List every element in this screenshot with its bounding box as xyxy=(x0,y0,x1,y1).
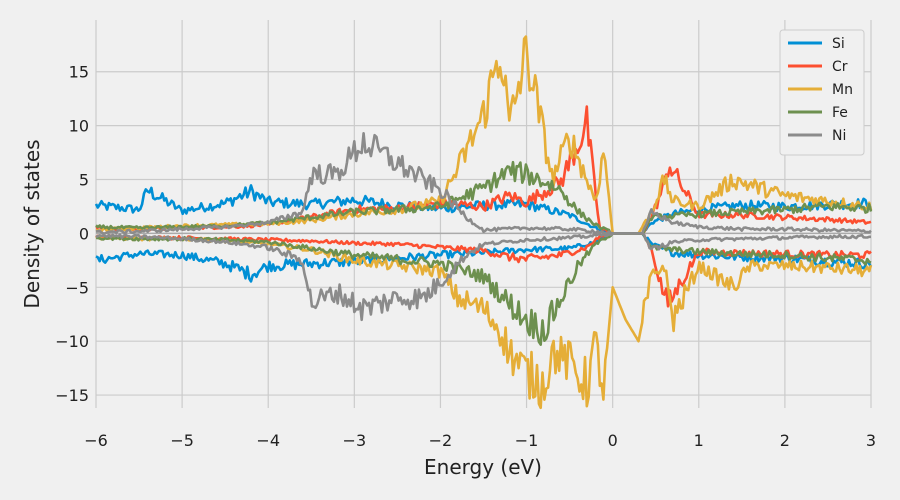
y-tick-label: −5 xyxy=(65,278,89,297)
x-tick-label: −2 xyxy=(429,431,453,450)
series-line-si-up xyxy=(94,184,872,236)
x-tick-label: −4 xyxy=(256,431,280,450)
legend-label-si: Si xyxy=(832,36,845,52)
series-line-ni-down xyxy=(95,232,871,322)
legend-label-cr: Cr xyxy=(832,59,848,75)
x-tick-label: 2 xyxy=(780,431,790,450)
legend-label-fe: Fe xyxy=(832,105,848,121)
x-axis-ticks: −6 −5 −4 −3 −2 −1 0 1 2 3 xyxy=(84,431,876,450)
x-tick-label: 1 xyxy=(694,431,704,450)
y-tick-label: 5 xyxy=(79,171,89,190)
legend-label-mn: Mn xyxy=(832,82,853,98)
series-layer xyxy=(94,35,873,410)
x-tick-label: −3 xyxy=(343,431,367,450)
legend-box xyxy=(779,29,865,156)
x-tick-label: 3 xyxy=(866,431,876,450)
x-tick-label: −5 xyxy=(170,431,194,450)
y-tick-label: 15 xyxy=(69,63,89,82)
y-tick-label: 10 xyxy=(69,117,89,136)
x-tick-label: −1 xyxy=(515,431,539,450)
y-tick-label: −15 xyxy=(55,386,89,405)
legend: Si Cr Mn Fe Ni xyxy=(779,29,865,156)
x-axis-title: Energy (eV) xyxy=(424,455,542,479)
y-axis-title: Density of states xyxy=(20,139,44,308)
y-axis-ticks: −15 −10 −5 0 5 10 15 xyxy=(55,63,89,405)
y-tick-label: 0 xyxy=(79,224,89,243)
legend-label-ni: Ni xyxy=(832,128,846,144)
x-tick-label: −6 xyxy=(84,431,108,450)
y-tick-label: −10 xyxy=(55,332,89,351)
series-line-ni-up xyxy=(95,132,872,235)
series-line-mn-up xyxy=(95,35,873,235)
series-line-fe-down xyxy=(95,232,872,346)
x-tick-label: 0 xyxy=(608,431,618,450)
